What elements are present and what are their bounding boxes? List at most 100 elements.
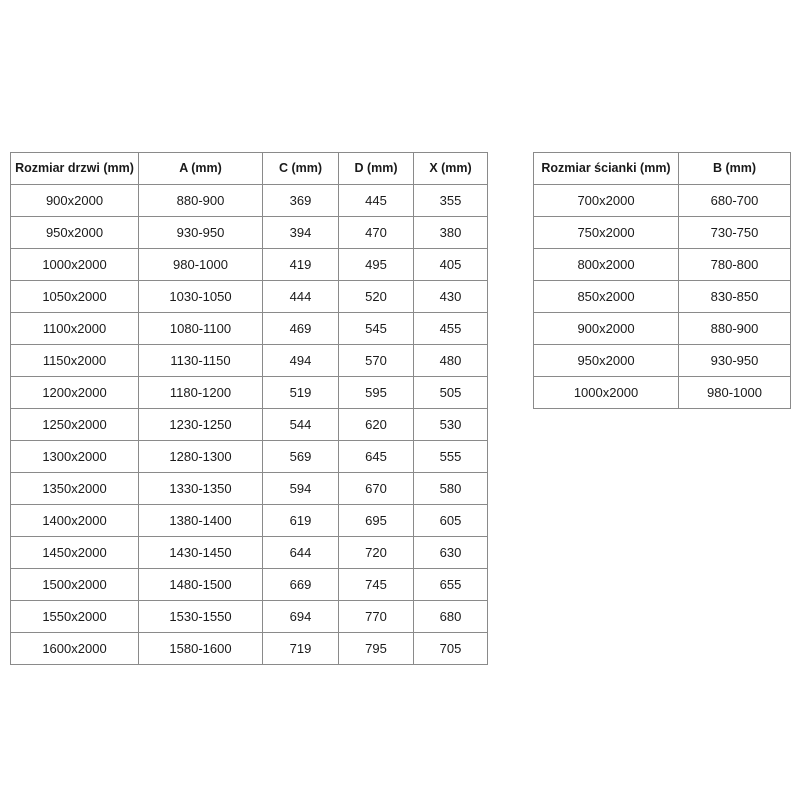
walls-table-header: Rozmiar ścianki (mm) B (mm) [533, 152, 791, 185]
cell-x: 605 [413, 504, 488, 537]
cell-door-size: 1300x2000 [10, 440, 139, 473]
cell-c: 394 [262, 216, 339, 249]
table-row: 1250x2000 1230-1250 544 620 530 [10, 408, 488, 441]
cell-d: 670 [338, 472, 414, 505]
cell-wall-size: 950x2000 [533, 344, 679, 377]
table-header-row: Rozmiar drzwi (mm) A (mm) C (mm) D (mm) X (m… [10, 152, 488, 185]
table-row: 1000x2000 980-1000 419 495 405 [10, 248, 488, 281]
cell-x: 705 [413, 632, 488, 665]
cell-a: 1530-1550 [138, 600, 263, 633]
table-row: 1300x2000 1280-1300 569 645 555 [10, 440, 488, 473]
cell-d: 645 [338, 440, 414, 473]
cell-x: 680 [413, 600, 488, 633]
cell-a: 880-900 [138, 184, 263, 217]
cell-wall-size: 1000x2000 [533, 376, 679, 409]
cell-door-size: 1400x2000 [10, 504, 139, 537]
cell-wall-size: 900x2000 [533, 312, 679, 345]
table-row: 1050x2000 1030-1050 444 520 430 [10, 280, 488, 313]
cell-door-size: 1450x2000 [10, 536, 139, 569]
cell-c: 444 [262, 280, 339, 313]
cell-d: 570 [338, 344, 414, 377]
cell-wall-size: 750x2000 [533, 216, 679, 249]
table-row: 700x2000 680-700 [533, 184, 791, 217]
table-row: 800x2000 780-800 [533, 248, 791, 281]
column-header-c: C (mm) [262, 152, 339, 185]
cell-c: 694 [262, 600, 339, 633]
table-row: 1400x2000 1380-1400 619 695 605 [10, 504, 488, 537]
cell-x: 630 [413, 536, 488, 569]
cell-x: 380 [413, 216, 488, 249]
cell-d: 695 [338, 504, 414, 537]
cell-door-size: 1600x2000 [10, 632, 139, 665]
cell-c: 494 [262, 344, 339, 377]
cell-b: 930-950 [678, 344, 791, 377]
cell-d: 745 [338, 568, 414, 601]
cell-c: 719 [262, 632, 339, 665]
cell-d: 795 [338, 632, 414, 665]
cell-b: 780-800 [678, 248, 791, 281]
cell-b: 880-900 [678, 312, 791, 345]
cell-a: 930-950 [138, 216, 263, 249]
cell-door-size: 1100x2000 [10, 312, 139, 345]
table-header-row: Rozmiar ścianki (mm) B (mm) [533, 152, 791, 185]
cell-c: 569 [262, 440, 339, 473]
cell-a: 980-1000 [138, 248, 263, 281]
cell-a: 1030-1050 [138, 280, 263, 313]
wall-panel-size-specification-table: Rozmiar ścianki (mm) B (mm) 700x2000 680-7… [533, 152, 791, 409]
cell-a: 1580-1600 [138, 632, 263, 665]
cell-b: 730-750 [678, 216, 791, 249]
cell-a: 1430-1450 [138, 536, 263, 569]
cell-b: 830-850 [678, 280, 791, 313]
cell-door-size: 950x2000 [10, 216, 139, 249]
cell-door-size: 1000x2000 [10, 248, 139, 281]
cell-x: 455 [413, 312, 488, 345]
table-row: 950x2000 930-950 [533, 344, 791, 377]
cell-d: 445 [338, 184, 414, 217]
doors-table-header: Rozmiar drzwi (mm) A (mm) C (mm) D (mm) X (m… [10, 152, 488, 185]
cell-c: 469 [262, 312, 339, 345]
table-row: 750x2000 730-750 [533, 216, 791, 249]
table-row: 850x2000 830-850 [533, 280, 791, 313]
cell-c: 519 [262, 376, 339, 409]
column-header-wall-size: Rozmiar ścianki (mm) [533, 152, 679, 185]
cell-a: 1330-1350 [138, 472, 263, 505]
cell-door-size: 1150x2000 [10, 344, 139, 377]
cell-wall-size: 800x2000 [533, 248, 679, 281]
cell-a: 1130-1150 [138, 344, 263, 377]
cell-c: 544 [262, 408, 339, 441]
cell-wall-size: 700x2000 [533, 184, 679, 217]
cell-door-size: 1200x2000 [10, 376, 139, 409]
table-row: 1350x2000 1330-1350 594 670 580 [10, 472, 488, 505]
table-row: 1550x2000 1530-1550 694 770 680 [10, 600, 488, 633]
cell-x: 355 [413, 184, 488, 217]
cell-door-size: 1500x2000 [10, 568, 139, 601]
table-row: 900x2000 880-900 369 445 355 [10, 184, 488, 217]
cell-c: 369 [262, 184, 339, 217]
column-header-door-size: Rozmiar drzwi (mm) [10, 152, 139, 185]
cell-x: 405 [413, 248, 488, 281]
column-header-d: D (mm) [338, 152, 414, 185]
column-header-b: B (mm) [678, 152, 791, 185]
cell-b: 980-1000 [678, 376, 791, 409]
cell-c: 594 [262, 472, 339, 505]
table-row: 950x2000 930-950 394 470 380 [10, 216, 488, 249]
cell-x: 555 [413, 440, 488, 473]
cell-c: 619 [262, 504, 339, 537]
table-row: 1100x2000 1080-1100 469 545 455 [10, 312, 488, 345]
cell-x: 430 [413, 280, 488, 313]
table-row: 1150x2000 1130-1150 494 570 480 [10, 344, 488, 377]
cell-x: 655 [413, 568, 488, 601]
table-row: 1600x2000 1580-1600 719 795 705 [10, 632, 488, 665]
cell-x: 580 [413, 472, 488, 505]
cell-door-size: 1050x2000 [10, 280, 139, 313]
cell-a: 1380-1400 [138, 504, 263, 537]
cell-d: 470 [338, 216, 414, 249]
cell-b: 680-700 [678, 184, 791, 217]
cell-door-size: 1550x2000 [10, 600, 139, 633]
column-header-a: A (mm) [138, 152, 263, 185]
cell-d: 620 [338, 408, 414, 441]
cell-wall-size: 850x2000 [533, 280, 679, 313]
cell-c: 644 [262, 536, 339, 569]
door-size-specification-table: Rozmiar drzwi (mm) A (mm) C (mm) D (mm) X (m… [10, 152, 488, 665]
cell-a: 1080-1100 [138, 312, 263, 345]
